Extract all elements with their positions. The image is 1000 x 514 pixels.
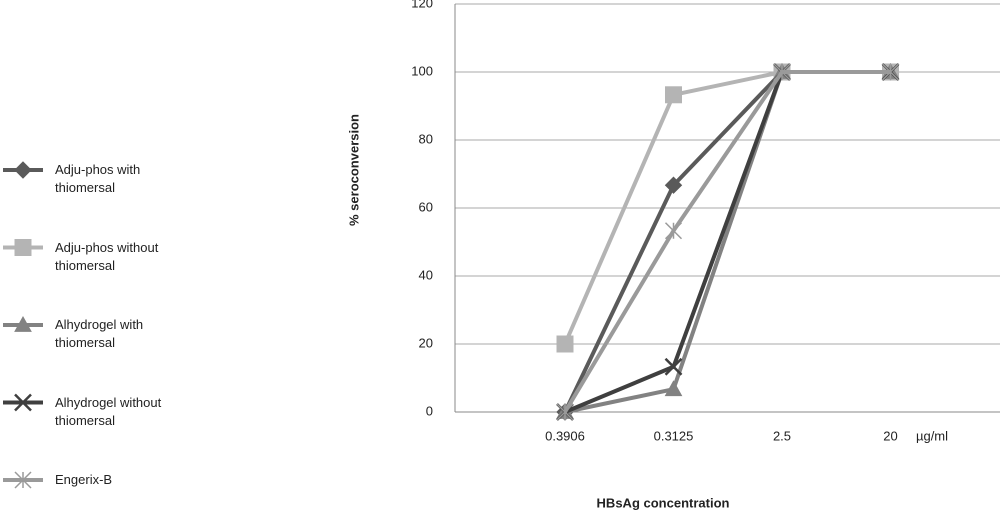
marker	[556, 403, 574, 421]
marker	[773, 63, 791, 81]
y-tick-label: 80	[419, 131, 433, 146]
marker	[14, 471, 32, 489]
y-tick-label: 40	[419, 267, 433, 282]
series-line	[563, 70, 891, 414]
y-axis-label: % seroconversion	[346, 114, 361, 226]
marker	[664, 176, 683, 194]
marker	[881, 63, 900, 81]
marker	[556, 335, 574, 353]
marker	[664, 222, 683, 240]
x-axis-label: HBsAg concentration	[597, 495, 730, 510]
x-tick-label: 0.3125	[654, 428, 694, 443]
series-line	[563, 70, 891, 413]
y-tick-label: 0	[426, 403, 433, 418]
marker	[14, 315, 32, 332]
legend-label: Adju-phos with thiomersal	[55, 162, 141, 195]
legend-label: Alhydrogel with thiomersal	[55, 317, 144, 350]
marker	[14, 161, 32, 179]
x-tick-label: 0.3906	[545, 428, 585, 443]
marker	[664, 380, 683, 397]
y-tick-label: 20	[419, 335, 433, 350]
marker	[665, 86, 682, 104]
x-tick-label: 2.5	[773, 428, 791, 443]
legend-label: Adju-phos without thiomersal	[55, 239, 159, 273]
y-tick-label: 60	[419, 199, 433, 214]
series-line	[564, 70, 891, 414]
marker	[14, 239, 32, 256]
legend-label: Alhydrogel without thiomersal	[55, 394, 162, 428]
legend-label: Engerix-B	[55, 472, 113, 487]
marker	[664, 357, 683, 376]
y-tick-label: 120	[411, 0, 433, 10]
series-line	[564, 70, 891, 414]
x-tick-label: 20	[883, 428, 897, 443]
y-tick-label: 100	[411, 63, 433, 78]
marker	[14, 393, 32, 412]
x-unit: µg/ml	[916, 428, 948, 443]
